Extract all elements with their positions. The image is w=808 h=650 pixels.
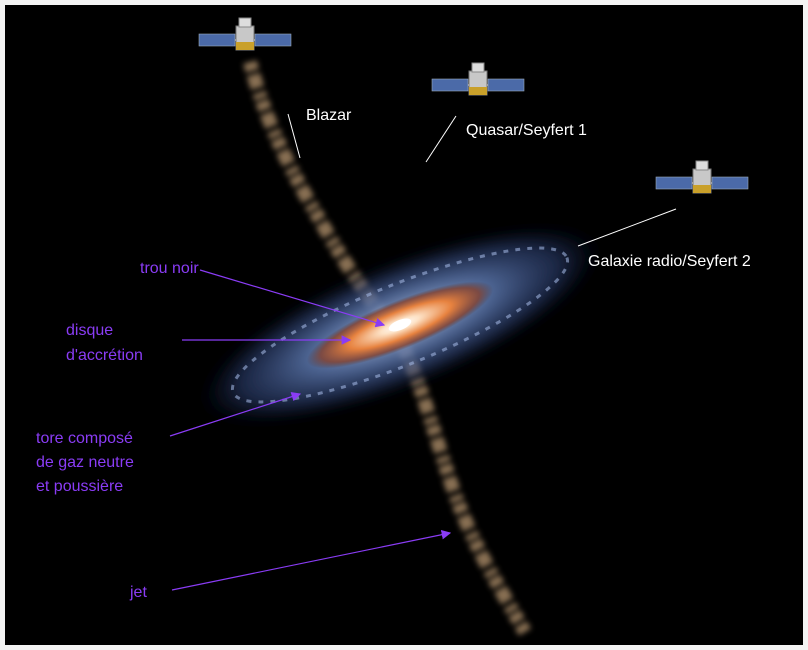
sight-line [425, 115, 457, 163]
label: et poussière [36, 478, 123, 495]
label: jet [129, 584, 147, 601]
galaxy [199, 226, 601, 424]
arrow [169, 392, 302, 437]
label: de gaz neutre [36, 454, 134, 471]
arrow [199, 269, 386, 328]
label: tore composé [36, 430, 133, 447]
jet [243, 60, 532, 636]
label: disque [66, 322, 113, 339]
arrow [171, 529, 452, 591]
label: Blazar [306, 107, 352, 124]
sight-line [287, 113, 301, 159]
label: Quasar/Seyfert 1 [466, 122, 587, 139]
label: Galaxie radio/Seyfert 2 [588, 253, 751, 270]
label: trou noir [140, 260, 199, 277]
sight-line [577, 208, 677, 247]
label: d'accrétion [66, 347, 143, 364]
